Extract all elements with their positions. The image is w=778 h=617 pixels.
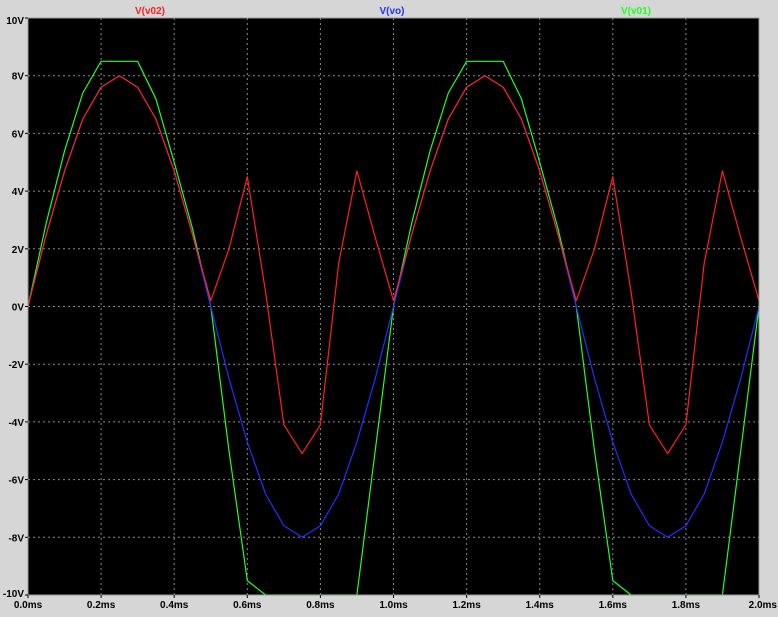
x-tick-label: 1.8ms: [672, 600, 701, 611]
y-tick-label: -4V: [8, 418, 24, 429]
y-tick-label: -2V: [8, 360, 24, 371]
y-tick-label: -8V: [8, 533, 24, 544]
y-tick-label: 8V: [12, 72, 25, 83]
legend-entry[interactable]: V(v02): [135, 6, 165, 17]
x-tick-label: 1.0ms: [379, 600, 408, 611]
y-tick-label: -6V: [8, 476, 24, 487]
series-line-vv02[interactable]: [27, 75, 760, 455]
y-tick-label: 0V: [12, 303, 25, 314]
x-tick-label: 0.2ms: [87, 600, 116, 611]
grid-lines: [28, 18, 759, 595]
legend-entry[interactable]: V(v01): [621, 6, 651, 17]
legend: V(v02) V(vo) V(v01): [135, 6, 651, 17]
x-tick-label: 0.0ms: [14, 600, 43, 611]
y-tick-label: 2V: [12, 245, 25, 256]
x-tick-label: 1.2ms: [452, 600, 481, 611]
y-tick-label: 10V: [6, 16, 24, 27]
y-tick-label: 4V: [12, 187, 25, 198]
x-tick-label: 0.6ms: [233, 600, 262, 611]
y-axis-ticks: -10V -8V -6V -4V -2V 0V 2V 4V 6V 8V 10V: [3, 16, 28, 600]
x-axis-ticks: 0.0ms 0.2ms 0.4ms 0.6ms 0.8ms 1.0ms 1.2ms 1.4ms…: [14, 595, 778, 611]
y-tick-label: 6V: [12, 129, 25, 140]
x-tick-label: 0.4ms: [160, 600, 189, 611]
y-tick-label: -10V: [3, 589, 24, 600]
x-tick-label: 1.6ms: [599, 600, 628, 611]
x-tick-label: 1.4ms: [526, 600, 555, 611]
x-tick-label: 0.8ms: [306, 600, 335, 611]
x-tick-label: 2.0ms: [749, 600, 778, 611]
legend-entry[interactable]: V(vo): [380, 6, 405, 17]
